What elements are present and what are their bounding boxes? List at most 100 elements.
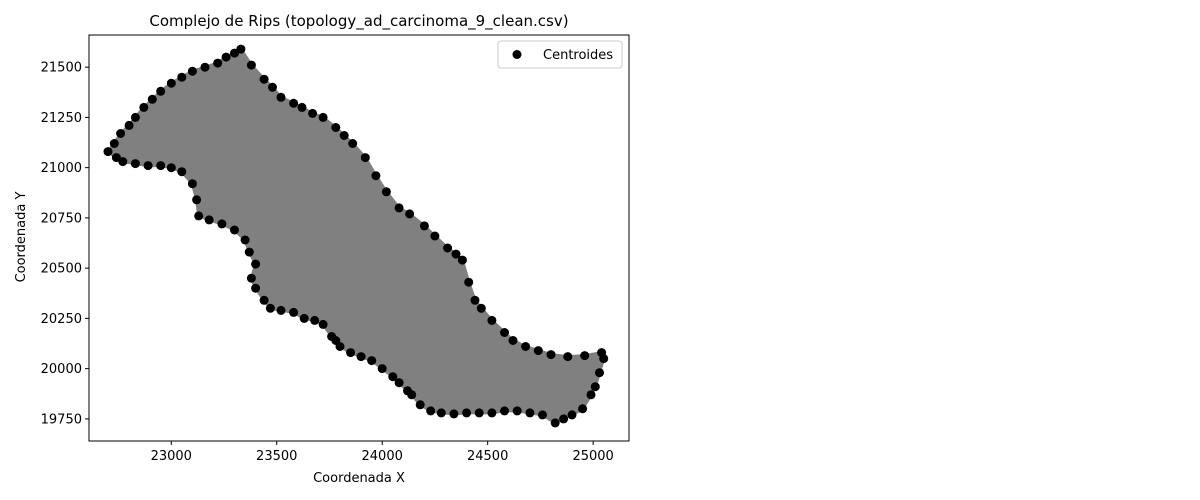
centroid-point: [403, 386, 412, 396]
centroid-point: [116, 129, 126, 138]
y-tick-label: 21500: [41, 61, 82, 76]
centroid-point: [546, 350, 556, 360]
centroid-point: [213, 58, 223, 68]
centroid-point: [487, 408, 497, 418]
centroid-point: [230, 225, 239, 235]
centroid-point: [578, 404, 588, 414]
centroid-point: [118, 157, 128, 167]
centroid-point: [244, 247, 254, 257]
centroid-point: [590, 382, 600, 392]
legend-entry-centroides: Centroides: [543, 48, 613, 63]
centroid-point: [457, 255, 467, 265]
centroid-point: [538, 410, 547, 420]
y-tick-label: 20750: [41, 211, 82, 226]
legend-box: [497, 40, 623, 69]
centroid-point: [348, 139, 358, 148]
y-axis-label: Coordenada Y: [14, 192, 29, 283]
centroid-point: [533, 346, 543, 356]
y-axis-ticks: 19750 20000 20250 20500 20750 21000 21250 21500: [41, 61, 89, 427]
centroid-point: [111, 153, 121, 163]
y-tick-label: 21250: [41, 111, 82, 126]
centroid-point: [367, 356, 377, 366]
y-tick-label: 20250: [41, 312, 82, 327]
plot-area: [88, 34, 630, 442]
centroid-point: [464, 277, 474, 287]
x-tick-label: 24500: [467, 449, 508, 464]
x-tick-label: 25000: [572, 449, 613, 464]
centroid-point: [318, 319, 328, 329]
chart-title: Complejo de Rips (topology_ad_carcinoma_…: [149, 12, 568, 31]
centroid-point: [525, 408, 535, 418]
centroid-point: [327, 332, 337, 341]
centroid-point: [192, 195, 202, 205]
centroid-point: [512, 406, 522, 416]
centroid-point: [339, 131, 349, 140]
centroid-point: [381, 187, 391, 197]
centroid-point: [109, 139, 119, 148]
centroid-point: [500, 406, 509, 416]
centroid-point: [130, 112, 140, 122]
centroid-point: [346, 348, 356, 358]
centroid-point: [580, 351, 590, 361]
centroid-point: [462, 408, 472, 418]
centroid-point: [230, 48, 239, 58]
centroid-point: [371, 171, 381, 181]
x-axis-label: Coordenada X: [313, 471, 405, 486]
centroid-point: [166, 78, 176, 88]
centroid-point: [187, 66, 197, 76]
centroid-point: [586, 390, 596, 400]
centroid-point: [221, 52, 231, 62]
centroid-point: [268, 82, 277, 92]
centroid-point: [187, 179, 197, 189]
centroid-point: [318, 112, 328, 122]
y-tick-label: 20000: [41, 362, 82, 377]
centroid-point: [599, 354, 609, 364]
centroid-point: [297, 102, 307, 112]
centroid-point: [595, 368, 604, 378]
centroid-point: [130, 159, 140, 169]
centroid-point: [147, 94, 157, 104]
centroid-point: [521, 342, 531, 351]
x-tick-label: 24000: [362, 449, 403, 464]
centroid-point: [246, 273, 256, 283]
centroid-point: [474, 408, 484, 418]
centroid-point: [124, 120, 134, 130]
centroid-point: [236, 44, 246, 54]
centroid-point: [567, 410, 577, 420]
centroid-point: [194, 211, 204, 221]
centroid-point: [240, 235, 250, 245]
centroid-point: [388, 372, 398, 382]
centroid-point: [299, 313, 309, 323]
centroid-point: [276, 92, 286, 102]
centroid-point: [419, 221, 429, 231]
x-axis-ticks: 23000 23500 24000 24500 25000: [151, 441, 614, 464]
centroid-points: [103, 44, 609, 428]
centroid-point: [251, 259, 261, 269]
centroid-point: [259, 295, 269, 305]
legend-marker: [512, 50, 522, 59]
centroid-point: [251, 283, 261, 293]
centroid-point: [217, 219, 227, 229]
centroid-point: [394, 203, 404, 213]
centroid-point: [204, 215, 214, 225]
centroid-point: [143, 161, 153, 171]
centroid-point: [177, 167, 187, 177]
centroid-point: [470, 295, 480, 305]
centroid-point: [177, 72, 187, 82]
centroid-point: [308, 108, 318, 118]
centroid-point: [310, 315, 320, 325]
y-tick-label: 19750: [41, 412, 82, 427]
legend: Centroides: [497, 40, 623, 69]
centroid-point: [265, 303, 275, 313]
axes-frame: [88, 34, 630, 442]
centroid-point: [156, 86, 166, 96]
centroid-point: [103, 147, 113, 157]
centroid-point: [356, 352, 366, 362]
centroid-point: [259, 74, 269, 84]
centroid-point: [436, 408, 446, 418]
centroid-point: [430, 231, 440, 241]
centroid-point: [476, 303, 486, 313]
centroid-point: [360, 153, 370, 163]
centroid-point: [394, 378, 404, 388]
